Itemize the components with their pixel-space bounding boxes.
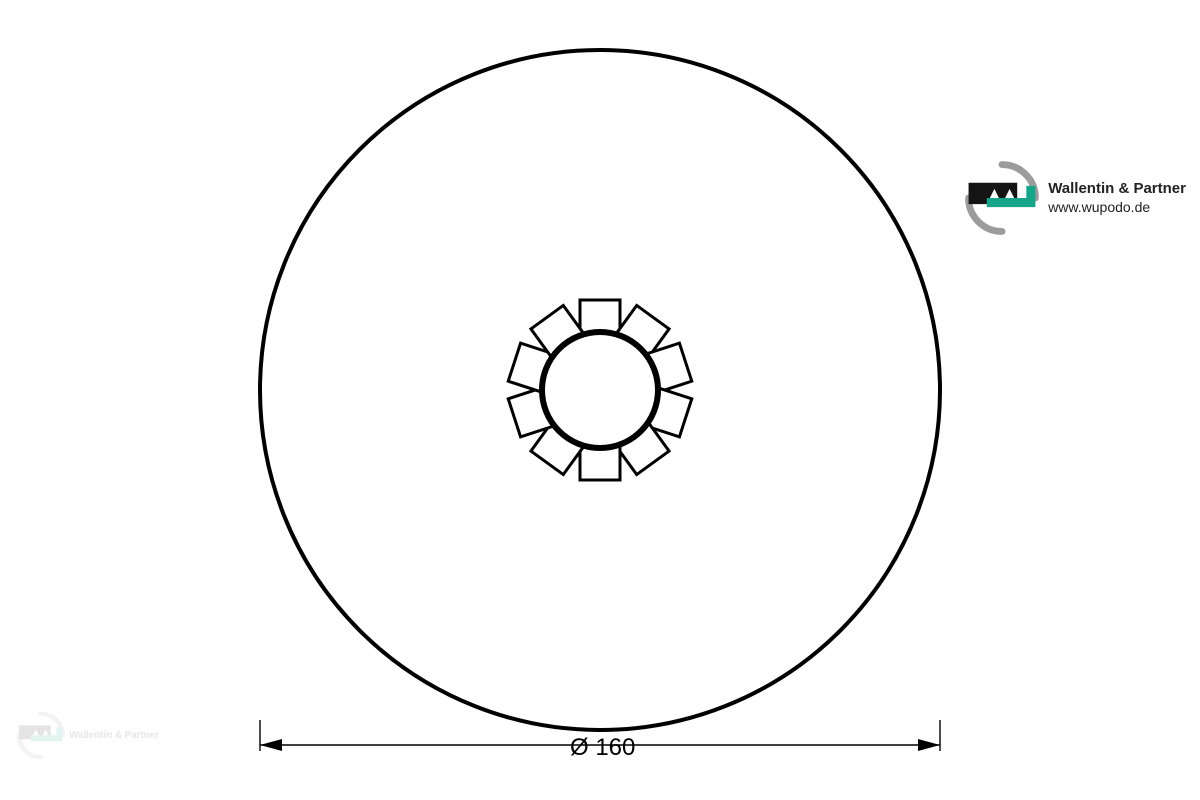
dim-arrow-left: [260, 739, 282, 751]
brand-logo-mark: [964, 160, 1040, 236]
hub: [508, 300, 692, 480]
technical-drawing: [0, 0, 1200, 800]
brand-url: www.wupodo.de: [1048, 199, 1186, 217]
brand-logo-text: Wallentin & Partner www.wupodo.de: [1048, 180, 1186, 216]
brand-logo-mark-faint: [16, 711, 65, 760]
brand-logo: Wallentin & Partner www.wupodo.de: [964, 160, 1186, 236]
brand-company-name: Wallentin & Partner: [1048, 180, 1186, 199]
hub-ring: [542, 332, 658, 448]
dim-arrow-right: [918, 739, 940, 751]
brand-logo-text-faint: Wallentin & Partner: [69, 729, 159, 741]
brand-logo-watermark: Wallentin & Partner: [16, 711, 159, 760]
dimension-label: Ø 160: [570, 734, 635, 762]
